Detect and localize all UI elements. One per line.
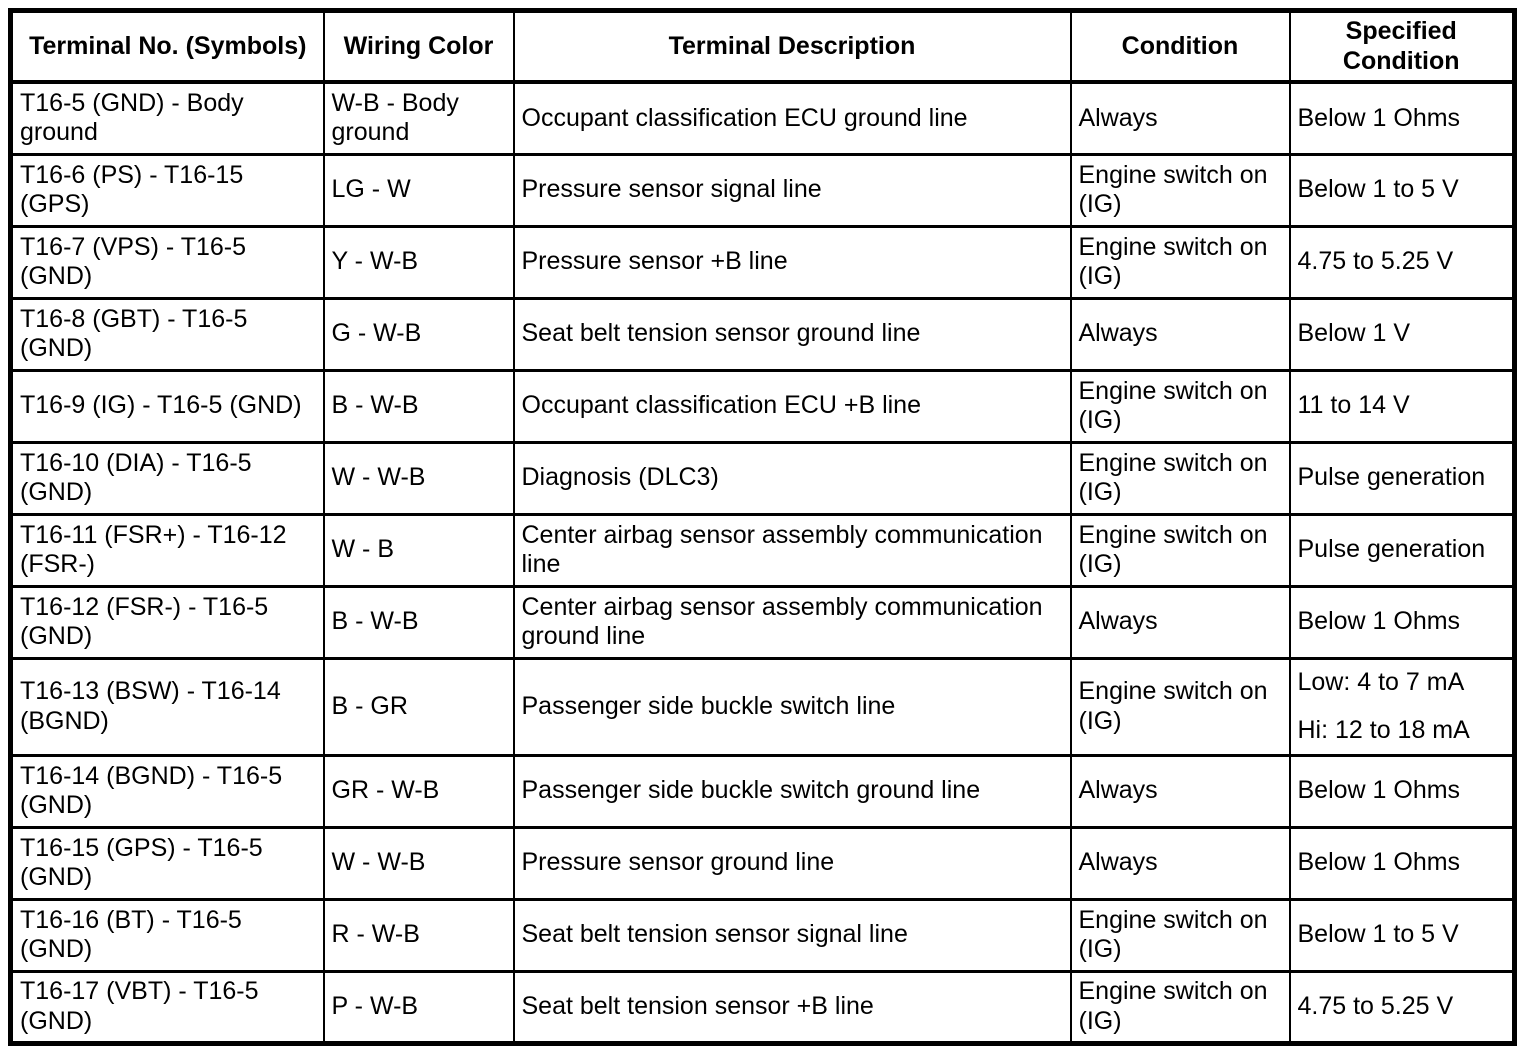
specified-condition-cell: Below 1 to 5 V bbox=[1288, 897, 1516, 973]
table-row: T16-8 (GBT) - T16-5 (GND) G - W-B Seat b… bbox=[9, 296, 1516, 372]
table-row: T16-16 (BT) - T16-5 (GND) R - W-B Seat b… bbox=[9, 897, 1516, 973]
header-wiring-color: Wiring Color bbox=[322, 9, 515, 84]
condition-cell: Always bbox=[1069, 825, 1291, 901]
table-row: T16-12 (FSR-) - T16-5 (GND) B - W-B Cent… bbox=[9, 584, 1516, 660]
condition-cell: Always bbox=[1069, 584, 1291, 660]
terminal-no-cell: T16-9 (IG) - T16-5 (GND) bbox=[9, 368, 325, 444]
specified-condition-line-hi: Hi: 12 to 18 mA bbox=[1297, 715, 1470, 744]
terminal-no-cell: T16-12 (FSR-) - T16-5 (GND) bbox=[9, 584, 325, 660]
specified-condition-cell: Below 1 to 5 V bbox=[1288, 152, 1516, 228]
table-row: T16-10 (DIA) - T16-5 (GND) W - W-B Diagn… bbox=[9, 440, 1516, 516]
table-row: T16-6 (PS) - T16-15 (GPS) LG - W Pressur… bbox=[9, 152, 1516, 228]
wiring-color-cell: G - W-B bbox=[322, 296, 515, 372]
terminal-no-cell: T16-8 (GBT) - T16-5 (GND) bbox=[9, 296, 325, 372]
header-specified-condition: Specified Condition bbox=[1288, 9, 1516, 84]
table-row: T16-14 (BGND) - T16-5 (GND) GR - W-B Pas… bbox=[9, 753, 1516, 829]
terminal-no-cell: T16-6 (PS) - T16-15 (GPS) bbox=[9, 152, 325, 228]
terminal-description-cell: Seat belt tension sensor signal line bbox=[512, 897, 1072, 973]
terminal-description-cell: Passenger side buckle switch line bbox=[512, 656, 1072, 757]
table-row: T16-17 (VBT) - T16-5 (GND) P - W-B Seat … bbox=[9, 969, 1516, 1045]
terminal-no-cell: T16-17 (VBT) - T16-5 (GND) bbox=[9, 969, 325, 1045]
wiring-color-cell: W-B - Body ground bbox=[322, 80, 515, 156]
wiring-color-cell: W - W-B bbox=[322, 825, 515, 901]
specified-condition-cell: Pulse generation bbox=[1288, 440, 1516, 516]
condition-cell: Engine switch on (IG) bbox=[1069, 512, 1291, 588]
specified-condition-cell: Below 1 Ohms bbox=[1288, 80, 1516, 156]
terminal-no-cell: T16-15 (GPS) - T16-5 (GND) bbox=[9, 825, 325, 901]
terminal-description-cell: Pressure sensor ground line bbox=[512, 825, 1072, 901]
table-row: T16-15 (GPS) - T16-5 (GND) W - W-B Press… bbox=[9, 825, 1516, 901]
wiring-color-cell: W - W-B bbox=[322, 440, 515, 516]
terminal-description-cell: Diagnosis (DLC3) bbox=[512, 440, 1072, 516]
terminal-no-cell: T16-16 (BT) - T16-5 (GND) bbox=[9, 897, 325, 973]
terminal-no-cell: T16-5 (GND) - Body ground bbox=[9, 80, 325, 156]
terminal-description-cell: Center airbag sensor assembly communicat… bbox=[512, 584, 1072, 660]
terminal-description-cell: Seat belt tension sensor ground line bbox=[512, 296, 1072, 372]
condition-cell: Engine switch on (IG) bbox=[1069, 152, 1291, 228]
specified-condition-cell: 4.75 to 5.25 V bbox=[1288, 224, 1516, 300]
table-row: T16-11 (FSR+) - T16-12 (FSR-) W - B Cent… bbox=[9, 512, 1516, 588]
terminal-no-cell: T16-7 (VPS) - T16-5 (GND) bbox=[9, 224, 325, 300]
wiring-color-cell: Y - W-B bbox=[322, 224, 515, 300]
condition-cell: Engine switch on (IG) bbox=[1069, 368, 1291, 444]
condition-cell: Engine switch on (IG) bbox=[1069, 897, 1291, 973]
condition-cell: Engine switch on (IG) bbox=[1069, 969, 1291, 1045]
condition-cell: Always bbox=[1069, 80, 1291, 156]
wiring-color-cell: P - W-B bbox=[322, 969, 515, 1045]
condition-cell: Always bbox=[1069, 296, 1291, 372]
specified-condition-cell: Below 1 Ohms bbox=[1288, 825, 1516, 901]
terminal-no-cell: T16-11 (FSR+) - T16-12 (FSR-) bbox=[9, 512, 325, 588]
terminal-no-cell: T16-14 (BGND) - T16-5 (GND) bbox=[9, 753, 325, 829]
terminal-description-cell: Pressure sensor signal line bbox=[512, 152, 1072, 228]
specified-condition-cell: 4.75 to 5.25 V bbox=[1288, 969, 1516, 1045]
specified-condition-cell: Below 1 Ohms bbox=[1288, 584, 1516, 660]
terminal-description-cell: Occupant classification ECU +B line bbox=[512, 368, 1072, 444]
condition-cell: Engine switch on (IG) bbox=[1069, 440, 1291, 516]
wiring-color-cell: GR - W-B bbox=[322, 753, 515, 829]
table-row: T16-13 (BSW) - T16-14 (BGND) B - GR Pass… bbox=[9, 656, 1516, 757]
wiring-color-cell: W - B bbox=[322, 512, 515, 588]
header-terminal-description: Terminal Description bbox=[512, 9, 1072, 84]
terminal-no-cell: T16-13 (BSW) - T16-14 (BGND) bbox=[9, 656, 325, 757]
table-row: T16-9 (IG) - T16-5 (GND) B - W-B Occupan… bbox=[9, 368, 1516, 444]
specified-condition-line-low: Low: 4 to 7 mA bbox=[1297, 668, 1465, 696]
wiring-color-cell: B - W-B bbox=[322, 368, 515, 444]
wiring-color-cell: B - GR bbox=[322, 656, 515, 757]
specified-condition-cell: Below 1 Ohms bbox=[1288, 753, 1516, 829]
wiring-color-cell: R - W-B bbox=[322, 897, 515, 973]
terminal-description-cell: Seat belt tension sensor +B line bbox=[512, 969, 1072, 1045]
wiring-color-cell: B - W-B bbox=[322, 584, 515, 660]
table-row: T16-7 (VPS) - T16-5 (GND) Y - W-B Pressu… bbox=[9, 224, 1516, 300]
terminal-description-cell: Passenger side buckle switch ground line bbox=[512, 753, 1072, 829]
terminal-description-cell: Occupant classification ECU ground line bbox=[512, 80, 1072, 156]
specified-condition-cell: Low: 4 to 7 mA Hi: 12 to 18 mA bbox=[1288, 656, 1516, 757]
wiring-color-cell: LG - W bbox=[322, 152, 515, 228]
specified-condition-cell: Pulse generation bbox=[1288, 512, 1516, 588]
terminal-description-cell: Center airbag sensor assembly communicat… bbox=[512, 512, 1072, 588]
condition-cell: Always bbox=[1069, 753, 1291, 829]
table-row: T16-5 (GND) - Body ground W-B - Body gro… bbox=[9, 80, 1516, 156]
header-terminal-no: Terminal No. (Symbols) bbox=[9, 9, 325, 84]
table-header-row: Terminal No. (Symbols) Wiring Color Term… bbox=[9, 9, 1516, 84]
header-condition: Condition bbox=[1069, 9, 1291, 84]
terminal-no-cell: T16-10 (DIA) - T16-5 (GND) bbox=[9, 440, 325, 516]
specified-condition-cell: Below 1 V bbox=[1288, 296, 1516, 372]
terminal-description-cell: Pressure sensor +B line bbox=[512, 224, 1072, 300]
specified-condition-cell: 11 to 14 V bbox=[1288, 368, 1516, 444]
terminal-inspection-table: Terminal No. (Symbols) Wiring Color Term… bbox=[8, 8, 1517, 1046]
condition-cell: Engine switch on (IG) bbox=[1069, 656, 1291, 757]
condition-cell: Engine switch on (IG) bbox=[1069, 224, 1291, 300]
